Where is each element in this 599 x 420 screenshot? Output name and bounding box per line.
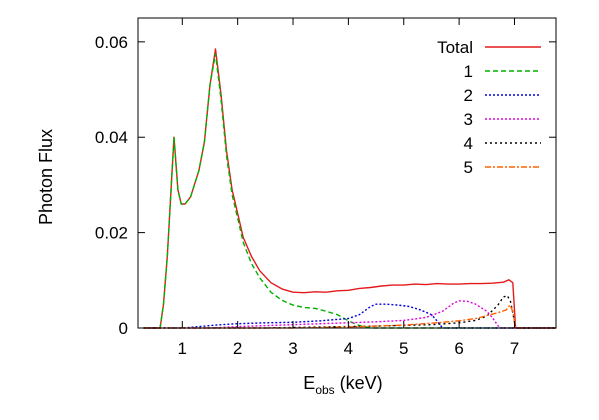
legend-label: 3 (464, 110, 473, 129)
ticks-layer: 1 2 3 4 5 6 7 0 0.02 0.04 0.06 (95, 18, 556, 358)
series-line-4 (143, 294, 556, 329)
x-tick-label: 2 (233, 339, 242, 358)
plot-frame (137, 17, 557, 329)
y-axis-title: Photon Flux (36, 129, 56, 225)
x-axis-title-main: E (303, 373, 315, 393)
x-tick-label: 5 (399, 339, 408, 358)
legend-label: Total (437, 38, 473, 57)
x-tick-label: 3 (288, 339, 297, 358)
series-layer (143, 48, 556, 329)
x-axis-title-unit: (keV) (335, 373, 383, 393)
series-line-3 (143, 300, 556, 329)
x-tick-label: 4 (344, 339, 353, 358)
y-tick-label: 0.06 (95, 33, 128, 52)
y-tick-label: 0.02 (95, 224, 128, 243)
x-axis-title-subscript: obs (315, 383, 334, 397)
y-tick-label: 0.04 (95, 128, 128, 147)
legend-label: 5 (464, 158, 473, 177)
legend-label: 1 (464, 62, 473, 81)
x-tick-label: 6 (454, 339, 463, 358)
x-tick-label: 7 (510, 339, 519, 358)
legend-label: 2 (464, 86, 473, 105)
series-line-5 (143, 304, 556, 329)
x-tick-label: 1 (178, 339, 187, 358)
x-axis-title: Eobs (keV) (303, 373, 382, 397)
y-tick-label: 0 (119, 319, 128, 338)
legend-label: 4 (464, 134, 473, 153)
series-line-1 (143, 53, 556, 329)
series-line-2 (143, 303, 556, 329)
legend: Total 1 2 3 4 5 (437, 38, 541, 177)
series-line-0 (143, 48, 556, 329)
